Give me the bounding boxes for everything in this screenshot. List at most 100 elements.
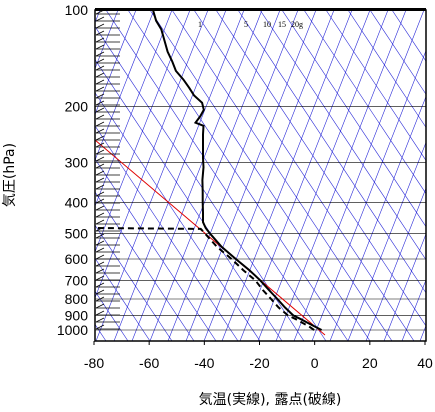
y-tick-label: 700 bbox=[65, 272, 89, 288]
wind-barb bbox=[95, 128, 120, 134]
guide-line bbox=[95, 257, 151, 341]
wind-barb-feather bbox=[95, 226, 105, 232]
wind-barb bbox=[95, 135, 120, 141]
wind-barb-feather bbox=[95, 156, 105, 162]
guide-line bbox=[149, 10, 371, 341]
wind-barb-feather bbox=[95, 191, 105, 197]
y-tick-label: 100 bbox=[65, 2, 89, 18]
wind-barb bbox=[95, 233, 120, 239]
reference-line bbox=[94, 139, 326, 336]
wind-barb-feather bbox=[95, 79, 105, 85]
guide-line bbox=[281, 10, 426, 228]
guide-line bbox=[95, 10, 155, 162]
y-tick-label: 600 bbox=[65, 251, 89, 267]
wind-barb bbox=[95, 310, 120, 316]
wind-barb-feather bbox=[95, 107, 105, 113]
guide-line bbox=[167, 10, 299, 341]
temperature-profile bbox=[152, 10, 323, 331]
y-tick-label: 200 bbox=[65, 98, 89, 114]
y-axis-label: 気圧(hPa) bbox=[2, 143, 18, 207]
guide-line bbox=[239, 10, 371, 341]
wind-barb bbox=[95, 100, 120, 106]
mixing-ratio-label: 10 bbox=[263, 20, 271, 29]
guide-line bbox=[171, 10, 393, 341]
wind-barb-feather bbox=[95, 44, 105, 50]
guide-line bbox=[369, 10, 426, 95]
guide-line bbox=[311, 49, 426, 341]
wind-barb bbox=[95, 254, 120, 260]
guide-line bbox=[347, 10, 426, 128]
wind-barb bbox=[95, 240, 120, 246]
sounding-profiles bbox=[95, 10, 323, 331]
wind-barb-feather bbox=[95, 51, 105, 57]
wind-barb bbox=[95, 23, 120, 29]
guide-line bbox=[325, 10, 426, 161]
x-tick-label: 40 bbox=[417, 355, 433, 371]
wind-barb bbox=[95, 198, 120, 204]
y-tick-label: 900 bbox=[65, 307, 89, 323]
guide-line bbox=[383, 233, 426, 341]
guide-line bbox=[329, 95, 426, 341]
guide-line bbox=[95, 10, 173, 207]
x-tick-label: 0 bbox=[311, 355, 319, 371]
wind-barb-feather bbox=[95, 142, 105, 148]
wind-barb bbox=[95, 191, 120, 197]
wind-barb-feather bbox=[95, 212, 105, 218]
guide-line bbox=[293, 10, 425, 341]
guide-line bbox=[237, 10, 426, 294]
guide-line bbox=[193, 10, 415, 341]
wind-barb bbox=[95, 44, 120, 50]
guide-line bbox=[95, 125, 239, 341]
x-axis-label: 気温(実線), 露点(破線) bbox=[199, 392, 342, 408]
guide-line bbox=[221, 10, 353, 341]
guide-line bbox=[203, 10, 335, 341]
wind-barb bbox=[95, 51, 120, 57]
wind-barb bbox=[95, 247, 120, 253]
wind-barbs bbox=[95, 9, 120, 330]
wind-barb-feather bbox=[95, 219, 105, 225]
wind-barb-feather bbox=[95, 303, 105, 309]
wind-barb bbox=[95, 58, 120, 64]
wind-barb bbox=[95, 37, 120, 43]
guide-line bbox=[95, 10, 137, 116]
wind-barb-feather bbox=[95, 128, 105, 134]
guide-line bbox=[365, 187, 426, 341]
wind-barb bbox=[95, 9, 120, 15]
wind-barb bbox=[95, 317, 120, 323]
wind-barb bbox=[95, 268, 120, 274]
wind-barb bbox=[95, 184, 120, 190]
wind-barb-feather bbox=[95, 240, 105, 246]
wind-barb-feather bbox=[95, 163, 105, 169]
wind-barb-feather bbox=[95, 37, 105, 43]
wind-barb bbox=[95, 107, 120, 113]
guide-line bbox=[95, 59, 283, 341]
wind-barb bbox=[95, 30, 120, 36]
guide-line bbox=[95, 10, 119, 70]
wind-barb bbox=[95, 72, 120, 78]
wind-barb-feather bbox=[95, 261, 105, 267]
wind-barb bbox=[95, 219, 120, 225]
guide-line bbox=[95, 158, 217, 341]
wind-barb bbox=[95, 261, 120, 267]
guide-line bbox=[275, 10, 407, 341]
wind-barb-feather bbox=[95, 205, 105, 211]
wind-barb-feather bbox=[95, 317, 105, 323]
y-tick-label: 300 bbox=[65, 155, 89, 171]
x-tick-labels: -80 -60 -40 -20 0 20 40 bbox=[84, 341, 433, 371]
wind-barb bbox=[95, 226, 120, 232]
wind-barb-feather bbox=[95, 100, 105, 106]
mixing-ratio-label: 1 bbox=[198, 20, 202, 29]
wind-barb-feather bbox=[95, 23, 105, 29]
wind-barb bbox=[95, 16, 120, 22]
guide-line bbox=[259, 10, 426, 261]
guide-line bbox=[257, 10, 389, 341]
wind-barb-feather bbox=[95, 9, 105, 15]
guide-line bbox=[95, 10, 209, 299]
wind-barb bbox=[95, 86, 120, 92]
mixing-ratio-label: 20g bbox=[291, 20, 303, 29]
wind-barb-feather bbox=[95, 65, 105, 71]
y-tick-label: 800 bbox=[65, 291, 89, 307]
wind-barb-feather bbox=[95, 16, 105, 22]
wind-barb-feather bbox=[95, 310, 105, 316]
